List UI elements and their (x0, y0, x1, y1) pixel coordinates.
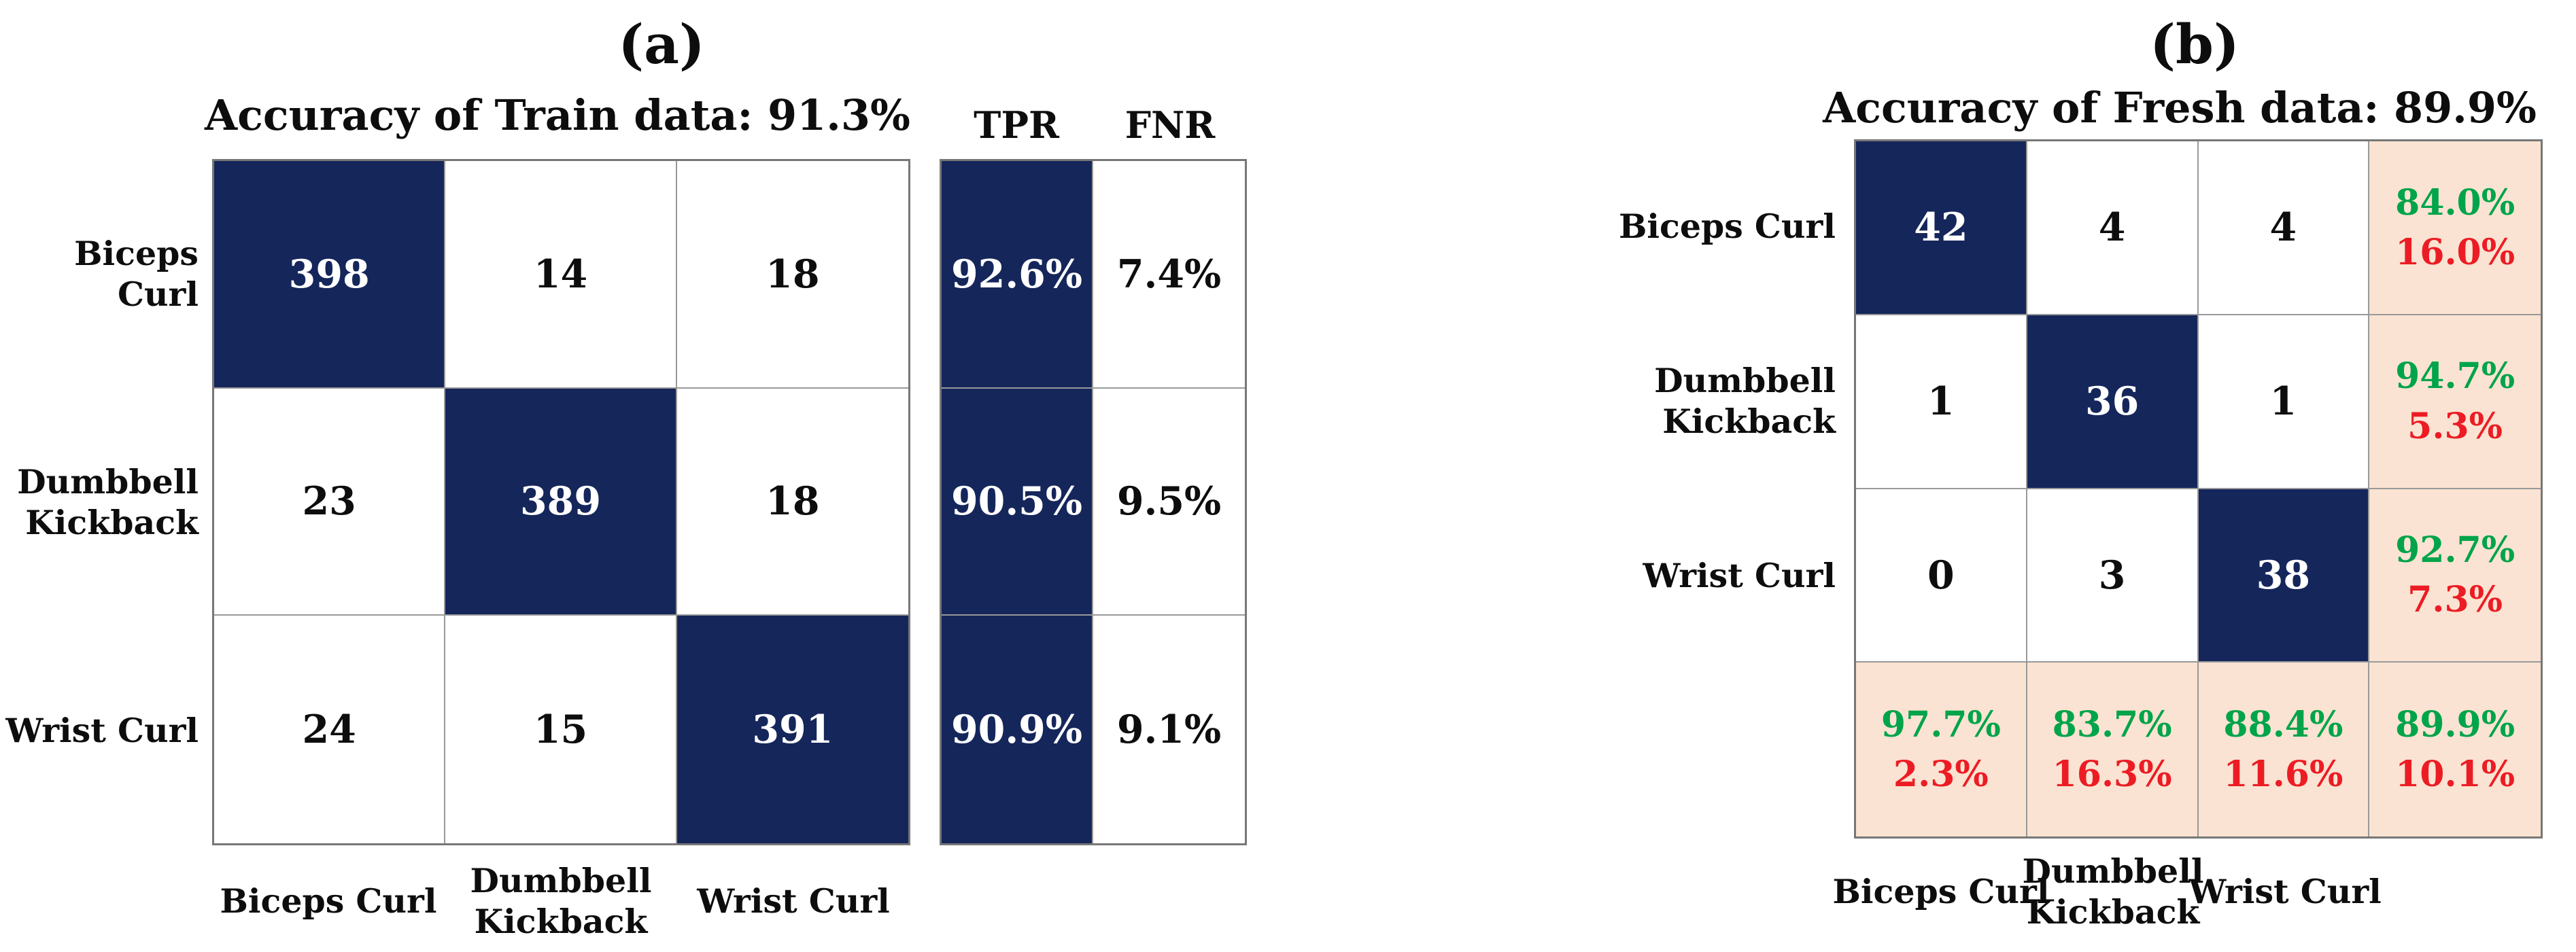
cm-a-cell-2-1: 15 (445, 616, 677, 843)
row-label-line: Biceps Curl (74, 234, 199, 314)
cm-b-cell-1-2: 1 (2198, 315, 2370, 489)
row-label-line: Dumbbell (1654, 361, 1836, 401)
overall-accuracy-value: 89.9% (2395, 703, 2515, 745)
panel-b-col-label-dumbbell-kickback: Dumbbell Kickback (2004, 841, 2222, 943)
confusion-matrix-a: 398 14 18 23 389 18 24 15 391 (212, 159, 910, 845)
row-label-line: Dumbbell (17, 462, 199, 502)
cm-b-cell-1-0: 1 (1856, 315, 2027, 489)
col-label-line: Kickback (474, 902, 648, 941)
cm-b-cell-1-1: 36 (2027, 315, 2199, 489)
cm-a-cell-1-0: 23 (214, 388, 446, 616)
panel-a-col-label-biceps-curl: Biceps Curl (206, 851, 451, 952)
cm-b-col-summary-0: 97.7% 2.3% (1856, 663, 2027, 836)
col-label-line: Kickback (2026, 892, 2200, 932)
panel-a-title: Accuracy of Train data: 91.3% (205, 90, 910, 140)
ppv-value: 97.7% (1881, 703, 2001, 745)
cm-a-cell-1-1: 389 (445, 388, 677, 616)
row-label-line: Wrist Curl (5, 711, 199, 751)
rates-table-a: 92.6% 7.4% 90.5% 9.5% 90.9% 9.1% (940, 159, 1247, 845)
tpr-header: TPR (974, 103, 1059, 147)
panel-b-row-label-wrist-curl: Wrist Curl (1564, 556, 1836, 597)
panel-a-row-label-wrist-curl: Wrist Curl (0, 711, 199, 752)
overall-error-value: 10.1% (2395, 754, 2515, 796)
fdr-value: 16.3% (2052, 754, 2172, 796)
fnr-value: 16.0% (2395, 231, 2515, 273)
col-label-line: Wrist Curl (2188, 872, 2382, 912)
fdr-value: 2.3% (1893, 754, 1989, 796)
cm-b-row-summary-2: 92.7% 7.3% (2369, 489, 2541, 663)
row-label-line: Wrist Curl (1643, 556, 1836, 596)
panel-b-row-label-biceps-curl: Biceps Curl (1564, 207, 1836, 247)
tpr-value: 92.7% (2395, 529, 2515, 571)
cm-b-row-summary-1: 94.7% 5.3% (2369, 315, 2541, 489)
rates-a-tpr-1: 90.5% (942, 388, 1093, 616)
cm-a-cell-0-0: 398 (214, 161, 446, 389)
ppv-value: 83.7% (2052, 703, 2172, 745)
cm-a-cell-0-1: 14 (445, 161, 677, 389)
confusion-matrix-b: 42 4 4 84.0% 16.0% 1 36 1 94.7% 5.3% 0 3… (1854, 139, 2543, 839)
cm-b-row-summary-0: 84.0% 16.0% (2369, 141, 2541, 315)
cm-b-cell-2-1: 3 (2027, 489, 2199, 663)
tpr-value: 94.7% (2395, 355, 2515, 398)
col-label-line: Dumbbell (470, 861, 652, 901)
cm-a-cell-2-2: 391 (676, 616, 908, 843)
cm-b-overall-summary: 89.9% 10.1% (2369, 663, 2541, 836)
rates-a-fnr-0: 7.4% (1093, 161, 1245, 389)
cm-b-cell-0-2: 4 (2198, 141, 2370, 315)
fdr-value: 11.6% (2223, 754, 2343, 796)
col-label-line: Wrist Curl (697, 881, 890, 921)
panel-b-title: Accuracy of Fresh data: 89.9% (1823, 83, 2537, 133)
cm-b-cell-0-0: 42 (1856, 141, 2027, 315)
cm-b-cell-2-0: 0 (1856, 489, 2027, 663)
rates-a-fnr-1: 9.5% (1093, 389, 1245, 616)
row-label-line: Kickback (25, 503, 199, 542)
cm-b-cell-2-2: 38 (2198, 489, 2370, 663)
tpr-value: 84.0% (2395, 181, 2515, 224)
cm-b-col-summary-2: 88.4% 11.6% (2198, 663, 2370, 836)
cm-a-cell-2-0: 24 (214, 616, 446, 843)
cm-b-cell-0-1: 4 (2027, 141, 2199, 315)
panel-a-row-label-biceps-curl: Biceps Curl (0, 234, 199, 315)
cm-b-col-summary-1: 83.7% 16.3% (2027, 663, 2199, 836)
row-label-line: Kickback (1662, 402, 1836, 441)
ppv-value: 88.4% (2223, 703, 2343, 745)
fnr-header: FNR (1124, 103, 1216, 147)
row-label-line: Biceps Curl (1618, 207, 1836, 247)
panel-a-col-label-dumbbell-kickback: Dumbbell Kickback (439, 851, 683, 952)
panel-a-label: (a) (618, 12, 705, 76)
col-label-line: Dumbbell (2022, 851, 2204, 892)
fnr-value: 5.3% (2407, 405, 2503, 447)
panel-a-row-label-dumbbell-kickback: Dumbbell Kickback (0, 462, 199, 544)
panel-b-row-label-dumbbell-kickback: Dumbbell Kickback (1564, 361, 1836, 442)
col-label-line: Biceps Curl (1832, 872, 2050, 912)
cm-a-cell-0-2: 18 (676, 161, 908, 389)
panel-b-col-label-biceps-curl: Biceps Curl (1832, 841, 2050, 943)
rates-a-fnr-2: 9.1% (1116, 707, 1222, 753)
fnr-value: 7.3% (2407, 579, 2503, 621)
rates-a-tpr-0: 92.6% (942, 161, 1093, 389)
panel-a-col-label-wrist-curl: Wrist Curl (671, 851, 916, 952)
cm-a-cell-1-2: 18 (676, 389, 908, 616)
col-label-line: Biceps Curl (220, 881, 437, 921)
rates-a-tpr-2: 90.9% (942, 616, 1093, 843)
panel-b-col-label-wrist-curl: Wrist Curl (2176, 841, 2394, 943)
panel-b-label: (b) (2150, 12, 2239, 76)
